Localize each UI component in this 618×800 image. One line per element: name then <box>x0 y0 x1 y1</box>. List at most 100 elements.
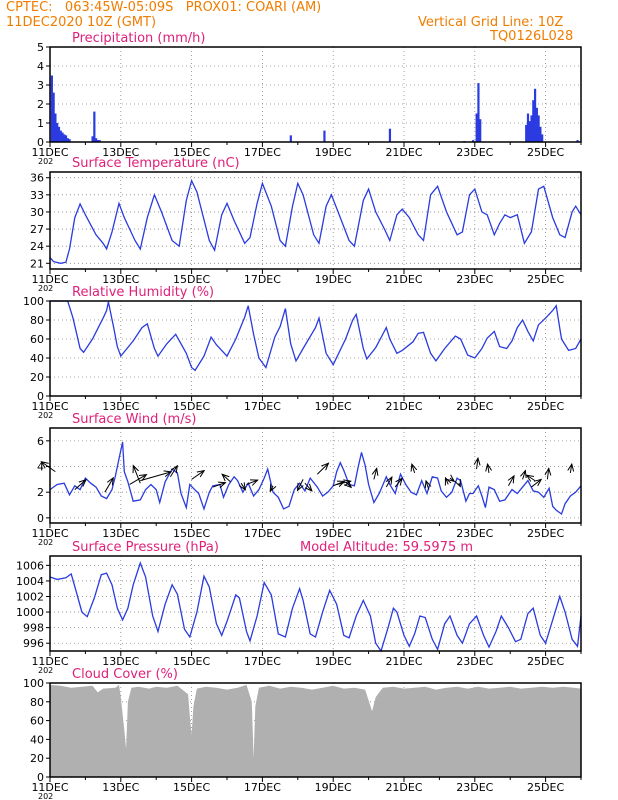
precip-bar <box>95 138 98 142</box>
x-tick-label: 13DEC <box>102 655 139 668</box>
model-altitude: Model Altitude: 59.5975 m <box>300 540 473 555</box>
wind-arrow <box>386 477 392 488</box>
wind-arrow <box>523 471 526 480</box>
precip-bar <box>472 140 475 142</box>
precip-bar <box>533 88 537 142</box>
precip-bar <box>68 139 71 142</box>
x-tick-label: 25DEC <box>527 781 564 794</box>
x-tick-label: 19DEC <box>315 146 352 159</box>
x-tick-label: 17DEC <box>244 400 281 413</box>
precip-bar <box>388 128 392 142</box>
wind-arrow <box>450 478 454 481</box>
precip-bar <box>59 130 62 142</box>
rh-title: Relative Humidity (%) <box>72 285 214 300</box>
y-tick-label: 5 <box>37 41 44 54</box>
header-station: CPTEC: 063:45W-05:09S PROX01: COARI (AM) <box>6 0 322 15</box>
rh-frame <box>49 300 582 397</box>
x-tick-label: 19DEC <box>315 655 352 668</box>
precip-bar <box>289 135 292 142</box>
x-tick-label: 19DEC <box>315 273 352 286</box>
wind-arrow <box>169 466 177 478</box>
year-stub-label: 202 <box>38 666 53 675</box>
wind-arrow <box>241 483 245 490</box>
precip-bar <box>52 92 55 142</box>
pressure-frame <box>49 555 582 652</box>
precip-bar <box>91 136 94 142</box>
year-stub-label: 202 <box>38 157 53 166</box>
precip-bar <box>50 75 53 142</box>
header-date: 11DEC2020 10Z (GMT) <box>6 15 157 30</box>
precip-bar <box>66 138 69 142</box>
x-tick-label: 13DEC <box>102 527 139 540</box>
precip-bar <box>57 126 61 142</box>
pressure-title: Surface Pressure (hPa) <box>72 540 219 555</box>
precip-bar <box>96 140 99 142</box>
wind-arrow <box>445 478 448 485</box>
precip-bar <box>98 140 101 142</box>
y-tick-label: 996 <box>23 637 44 650</box>
x-tick-label: 11DEC <box>31 781 68 794</box>
wind-arrow <box>426 481 429 490</box>
cloud-cover-area <box>50 684 581 777</box>
wind-arrow <box>298 479 304 490</box>
y-tick-label: 36 <box>30 172 44 185</box>
precip-title: Precipitation (mm/h) <box>72 31 205 46</box>
wind-arrow <box>570 464 571 474</box>
y-tick-label: 60 <box>30 715 44 728</box>
wind-arrow <box>394 478 402 488</box>
x-tick-label: 21DEC <box>385 400 422 413</box>
y-tick-label: 1002 <box>16 590 44 603</box>
y-tick-label: 30 <box>30 206 44 219</box>
x-tick-label: 25DEC <box>527 400 564 413</box>
x-tick-label: 17DEC <box>244 655 281 668</box>
x-tick-label: 15DEC <box>173 655 210 668</box>
year-stub-label: 202 <box>38 411 53 420</box>
x-tick-label: 17DEC <box>244 781 281 794</box>
precip-bar <box>64 135 68 142</box>
year-stub-label: 202 <box>38 792 53 800</box>
y-tick-label: 80 <box>30 314 44 327</box>
wind-arrow <box>508 476 514 487</box>
x-tick-label: 11DEC <box>31 527 68 540</box>
header-code: TQ0126L028 <box>490 29 574 44</box>
precip-bar <box>530 115 533 142</box>
wind-arrow <box>316 463 328 475</box>
x-tick-label: 23DEC <box>456 400 493 413</box>
year-stub-label: 202 <box>38 284 53 293</box>
wind-arrow <box>531 479 541 488</box>
y-tick-label: 1004 <box>16 575 44 588</box>
cloud-frame <box>49 682 582 778</box>
precip-bar <box>479 119 482 142</box>
cloud-title: Cloud Cover (%) <box>72 667 178 682</box>
wind-arrow <box>374 468 377 480</box>
x-tick-label: 15DEC <box>173 400 210 413</box>
x-tick-label: 25DEC <box>527 146 564 159</box>
y-tick-label: 1006 <box>16 559 44 572</box>
wind-arrow <box>527 475 536 481</box>
y-tick-label: 40 <box>30 733 44 746</box>
y-tick-label: 0 <box>37 512 44 525</box>
wind-arrow <box>212 483 226 487</box>
wind-arrow <box>133 466 141 484</box>
x-tick-label: 21DEC <box>385 527 422 540</box>
x-tick-label: 23DEC <box>456 146 493 159</box>
wind-arrow <box>104 478 113 493</box>
y-tick-label: 20 <box>30 371 44 384</box>
temp-title: Surface Temperature (nC) <box>72 156 240 171</box>
pressure-line <box>49 561 582 653</box>
precip-bar <box>526 113 530 142</box>
wind-arrow <box>304 482 312 491</box>
y-tick-label: 20 <box>30 752 44 765</box>
wind-arrow <box>346 482 352 488</box>
x-tick-label: 11DEC <box>31 655 68 668</box>
x-tick-label: 21DEC <box>385 655 422 668</box>
x-tick-label: 13DEC <box>102 146 139 159</box>
wind-arrow <box>488 464 489 474</box>
x-tick-label: 13DEC <box>102 781 139 794</box>
x-tick-label: 17DEC <box>244 146 281 159</box>
wind-arrow <box>222 474 231 483</box>
x-tick-label: 25DEC <box>527 655 564 668</box>
precip-bar <box>539 126 542 142</box>
y-tick-label: 40 <box>30 352 44 365</box>
